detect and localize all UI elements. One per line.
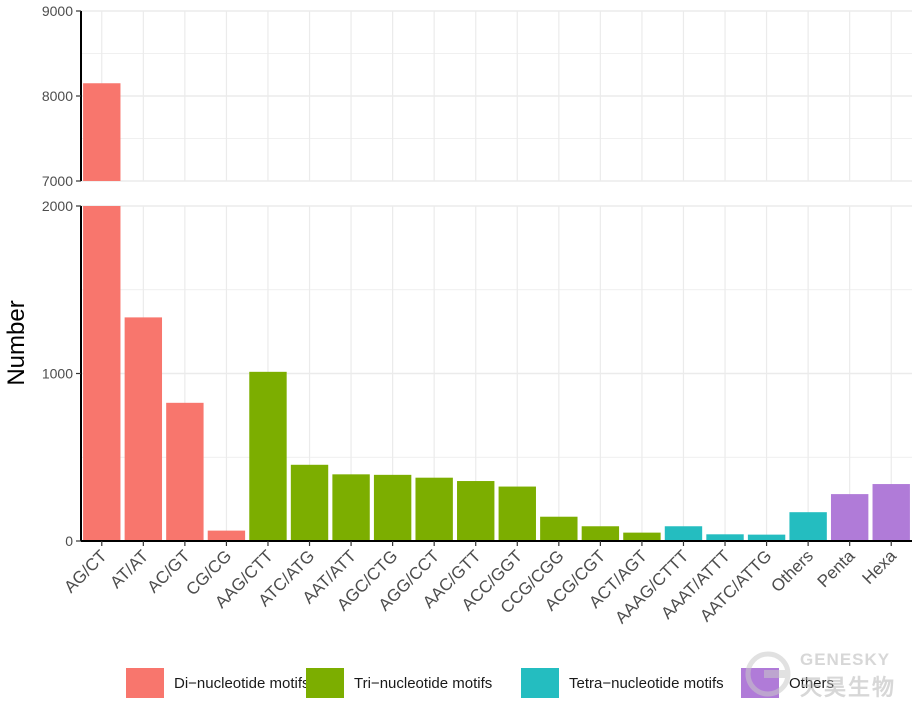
watermark-en: GENESKY: [800, 650, 890, 670]
y-tick-label: 1000: [42, 366, 73, 382]
legend-swatch-tetra: [521, 668, 559, 698]
grid-lower: [81, 206, 912, 541]
genesky-logo-icon: [742, 648, 794, 700]
y-tick-label: 2000: [42, 198, 73, 214]
bar-aaat-attt: [706, 534, 743, 541]
x-tick-label: Hexa: [859, 546, 901, 588]
legend-label-di: Di−nucleotide motifs: [174, 675, 309, 692]
bar-aac-gtt: [457, 481, 494, 541]
y-tick-label: 8000: [42, 88, 73, 104]
y-tick-label: 0: [65, 533, 73, 549]
bar-ag-ct: [83, 206, 120, 541]
watermark-cn: 天昊生物: [800, 670, 896, 702]
bar-penta: [831, 494, 868, 541]
bar-cg-cg: [208, 531, 245, 541]
bar-agc-ctg: [374, 475, 411, 541]
bar-act-agt: [623, 533, 660, 541]
bar-atc-atg: [291, 465, 328, 541]
legend-swatch-di: [126, 668, 164, 698]
bar-hexa: [873, 484, 910, 541]
y-tick-label: 9000: [42, 3, 73, 19]
bar-chart: 7000 8000 9000 0 1000 2000 AG/CTAT/ATAC/GTCG/…: [0, 0, 923, 664]
x-tick-label: AG/CT: [60, 546, 110, 596]
legend-label-tetra: Tetra−nucleotide motifs: [569, 675, 724, 692]
bar-at-at: [125, 317, 162, 541]
x-tick-label: Penta: [814, 546, 859, 591]
genesky-watermark: GENESKY 天昊生物: [742, 648, 912, 700]
bar-agg-cct: [415, 478, 452, 541]
x-tick-label: Others: [767, 546, 817, 596]
y-tick-label: 7000: [42, 173, 73, 189]
axes: [81, 11, 912, 541]
legend-swatch-tri: [306, 668, 344, 698]
grid-upper: [81, 11, 912, 181]
bar-ccg-cgg: [540, 517, 577, 541]
bar-others: [789, 512, 826, 541]
tick-labels: 7000 8000 9000 0 1000 2000: [42, 3, 81, 549]
x-tick-labels: AG/CTAT/ATAC/GTCG/CGAAG/CTTATC/ATGAAT/AT…: [60, 541, 900, 627]
bar-aat-att: [332, 474, 369, 541]
bar-acg-cgt: [582, 526, 619, 541]
y-axis-label: Number: [3, 300, 30, 385]
bar-aag-ctt: [249, 372, 286, 541]
bars: [83, 83, 910, 541]
bar-ac-gt: [166, 403, 203, 541]
legend-label-tri: Tri−nucleotide motifs: [354, 675, 492, 692]
bar-acc-ggt: [499, 487, 536, 541]
bar-aaag-cttt: [665, 526, 702, 541]
bar-upper-ag-ct: [83, 83, 120, 181]
